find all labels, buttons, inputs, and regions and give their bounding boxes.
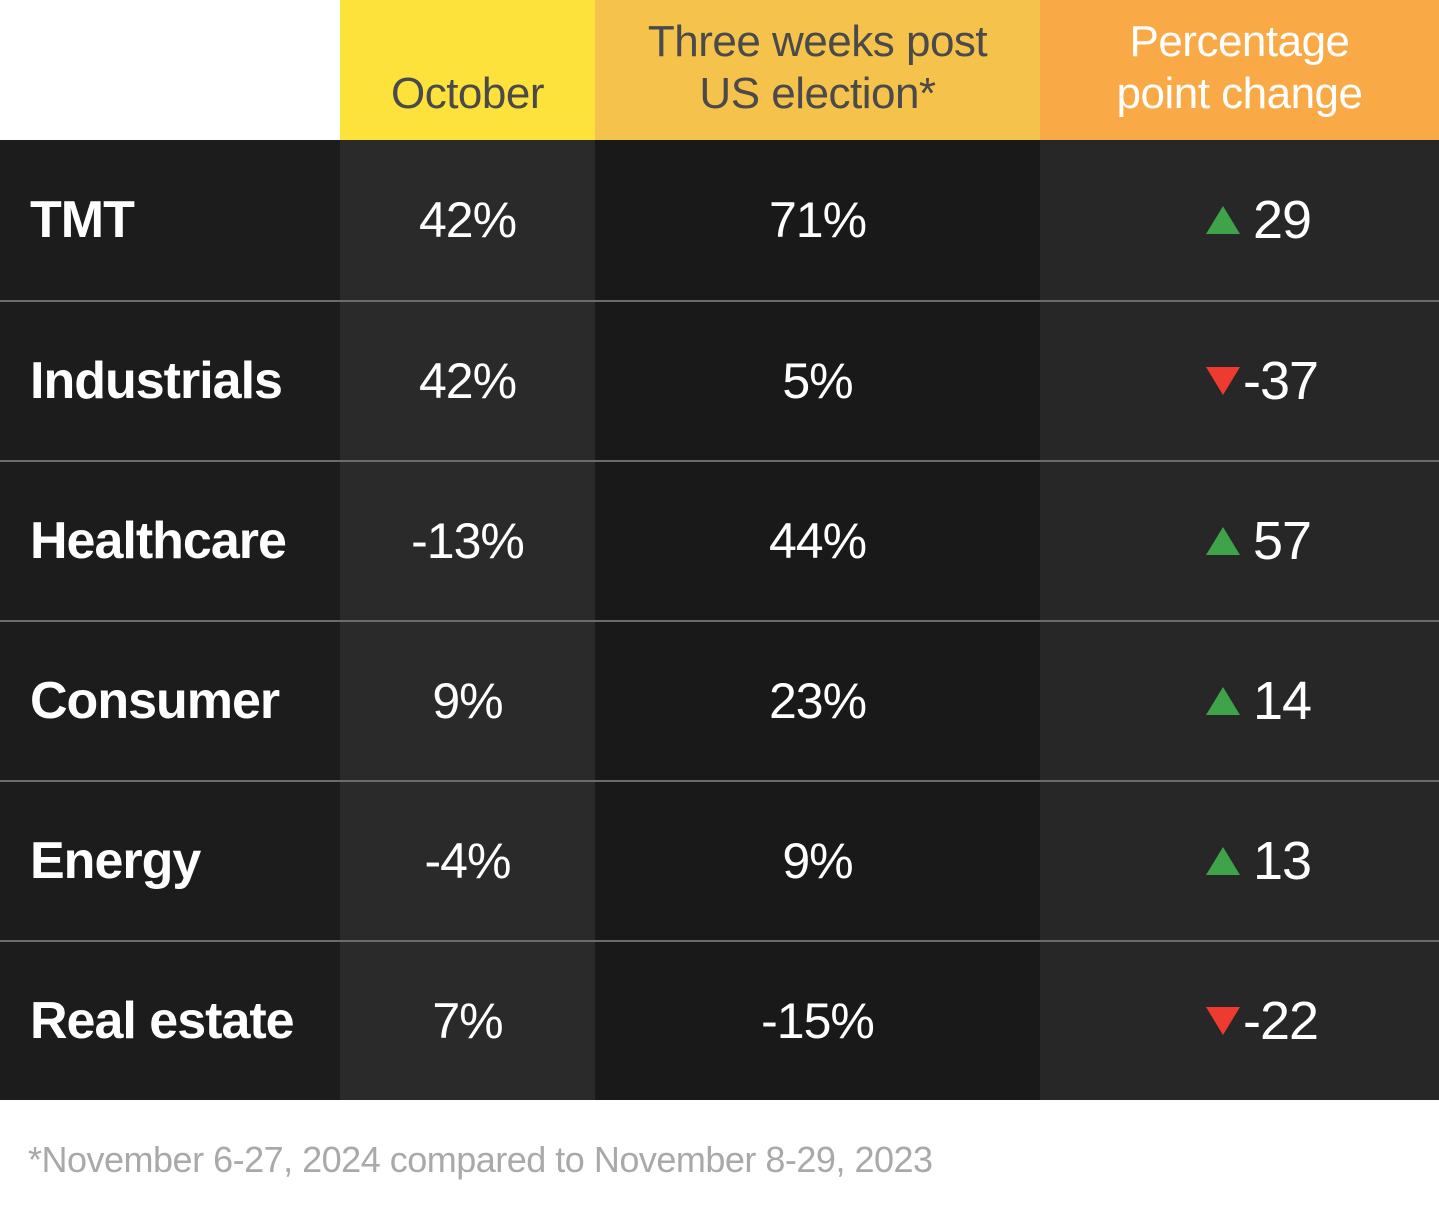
october-value: -13% (340, 460, 595, 620)
change-value: 57 (1253, 511, 1312, 571)
post-election-value: 23% (595, 620, 1040, 780)
row-label: Energy (0, 780, 340, 940)
october-value: 42% (340, 300, 595, 460)
change-cell: 13 (1040, 780, 1439, 940)
table-row-tmt: TMT 42% 71% 29 (0, 140, 1439, 300)
row-label: Industrials (0, 300, 340, 460)
header-post-election: Three weeks post US election* (595, 0, 1040, 140)
change-value: 14 (1253, 671, 1312, 731)
change-value: 13 (1253, 831, 1312, 891)
change-up-icon (1206, 687, 1240, 715)
change-down-icon (1206, 1007, 1240, 1035)
header-pct-change: Percentage point change (1040, 0, 1439, 140)
change-cell: 29 (1040, 140, 1439, 300)
change-cell: -22 (1040, 940, 1439, 1100)
post-election-value: 71% (595, 140, 1040, 300)
footnote-area: *November 6-27, 2024 compared to Novembe… (0, 1100, 1439, 1220)
row-label: Healthcare (0, 460, 340, 620)
change-cell: -37 (1040, 300, 1439, 460)
row-label: TMT (0, 140, 340, 300)
table-row-energy: Energy -4% 9% 13 (0, 780, 1439, 940)
row-label: Consumer (0, 620, 340, 780)
change-up-icon (1206, 206, 1240, 234)
change-cell: 14 (1040, 620, 1439, 780)
change-value: -37 (1243, 351, 1319, 411)
change-up-icon (1206, 847, 1240, 875)
october-value: -4% (340, 780, 595, 940)
row-label: Real estate (0, 940, 340, 1100)
october-value: 7% (340, 940, 595, 1100)
change-value: -22 (1243, 991, 1319, 1051)
october-value: 9% (340, 620, 595, 780)
change-cell: 57 (1040, 460, 1439, 620)
table-row-real-estate: Real estate 7% -15% -22 (0, 940, 1439, 1100)
table-row-consumer: Consumer 9% 23% 14 (0, 620, 1439, 780)
post-election-value: 44% (595, 460, 1040, 620)
table-row-healthcare: Healthcare -13% 44% 57 (0, 460, 1439, 620)
october-value: 42% (340, 140, 595, 300)
table-body: TMT 42% 71% 29 Industrials 42% 5% -37 He… (0, 140, 1439, 1100)
header-october: October (340, 0, 595, 140)
change-up-icon (1206, 527, 1240, 555)
post-election-value: 5% (595, 300, 1040, 460)
table-header-row: October Three weeks post US election* Pe… (0, 0, 1439, 140)
table-row-industrials: Industrials 42% 5% -37 (0, 300, 1439, 460)
change-down-icon (1206, 367, 1240, 395)
post-election-value: 9% (595, 780, 1040, 940)
footnote: *November 6-27, 2024 compared to Novembe… (28, 1139, 933, 1180)
post-election-value: -15% (595, 940, 1040, 1100)
change-value: 29 (1253, 190, 1312, 250)
header-blank-cell (0, 0, 340, 140)
